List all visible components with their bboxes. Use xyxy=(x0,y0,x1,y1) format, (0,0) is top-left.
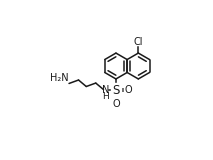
Text: Cl: Cl xyxy=(134,36,143,47)
Text: S: S xyxy=(112,84,120,97)
Text: H: H xyxy=(102,92,109,101)
Text: O: O xyxy=(125,85,132,95)
Text: O: O xyxy=(112,99,120,109)
Text: H₂N: H₂N xyxy=(50,73,68,83)
Text: N: N xyxy=(102,84,109,95)
